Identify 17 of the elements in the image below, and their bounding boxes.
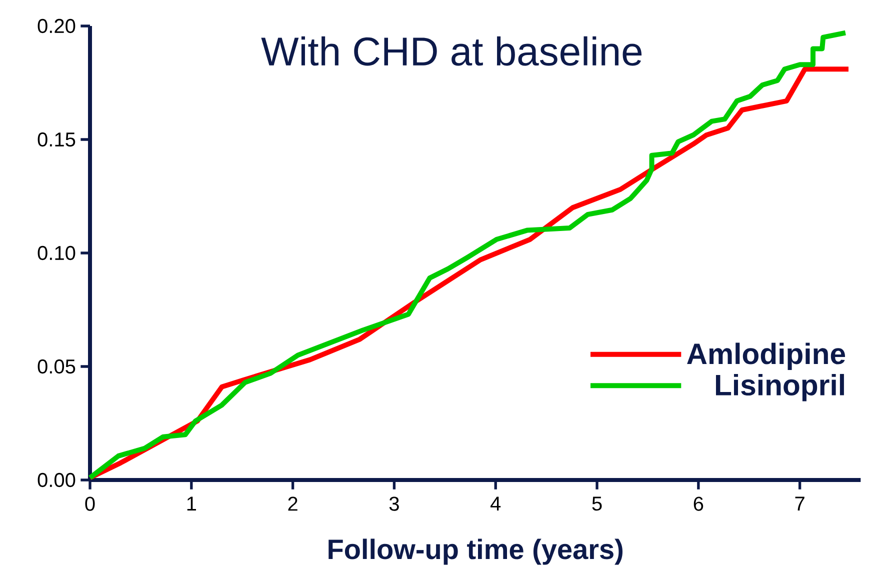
x-tick-label: 7 bbox=[795, 496, 804, 510]
y-tick-label: 0.00 bbox=[38, 472, 76, 488]
x-tick-label: 4 bbox=[490, 496, 501, 510]
x-tick-label: 5 bbox=[592, 496, 602, 511]
x-tick-label: 2 bbox=[288, 496, 298, 511]
y-tick-label: 0.20 bbox=[38, 18, 76, 34]
chart-title: With CHD at baseline bbox=[261, 36, 642, 66]
x-tick-label: 1 bbox=[187, 496, 196, 510]
legend-label: Lisinopril bbox=[716, 374, 844, 402]
y-tick-label: 0.10 bbox=[38, 246, 76, 260]
y-tick-label: 0.05 bbox=[38, 359, 76, 374]
y-tick-label: 0.15 bbox=[38, 132, 76, 147]
x-axis-title: Follow-up time (years) bbox=[328, 538, 622, 565]
x-tick-label: 3 bbox=[389, 496, 399, 511]
x-tick-label: 0 bbox=[85, 496, 95, 511]
legend-label: Amlodipine bbox=[687, 342, 846, 370]
x-tick-label: 6 bbox=[694, 496, 704, 511]
